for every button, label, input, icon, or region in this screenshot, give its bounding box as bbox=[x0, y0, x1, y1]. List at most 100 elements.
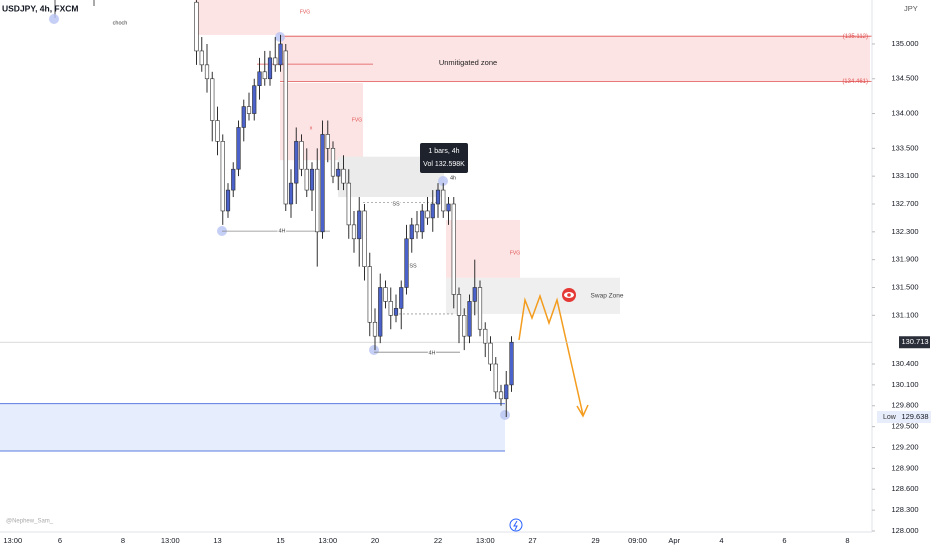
candle-body bbox=[504, 384, 509, 400]
y-tick-label: 134.500 bbox=[891, 74, 918, 83]
projection-path bbox=[518, 293, 584, 416]
y-tick-label: 128.300 bbox=[891, 505, 918, 514]
x-tick-label: 15 bbox=[276, 536, 284, 545]
symbol-title: USDJPY, 4h, FXCM bbox=[2, 3, 79, 13]
x-tick-label: Apr bbox=[668, 536, 680, 545]
x-tick-label: 22 bbox=[434, 536, 442, 545]
candle-body bbox=[215, 120, 220, 142]
candle-body bbox=[488, 342, 493, 365]
candle-body bbox=[320, 134, 325, 233]
candle-body bbox=[220, 141, 225, 212]
annotation: choch bbox=[113, 20, 128, 26]
y-tick-label: 131.100 bbox=[891, 310, 918, 319]
candle-body bbox=[393, 308, 399, 316]
candle-body bbox=[194, 1, 199, 52]
currency: JPY bbox=[904, 4, 918, 13]
candle-body bbox=[451, 203, 456, 295]
candle-body bbox=[409, 224, 414, 240]
candle-body bbox=[299, 141, 304, 170]
zone bbox=[446, 219, 520, 280]
y-tick-label: 133.100 bbox=[891, 171, 918, 180]
candle-body bbox=[414, 224, 420, 233]
current-price-box bbox=[899, 336, 930, 349]
zone-label: FVG bbox=[352, 117, 362, 123]
zone bbox=[280, 36, 870, 82]
eye-icon bbox=[562, 288, 576, 302]
candle-body bbox=[309, 168, 315, 191]
y-tick-label: 128.000 bbox=[891, 526, 918, 535]
candle-body bbox=[262, 71, 267, 80]
level-label: SS bbox=[392, 201, 400, 207]
candle-body bbox=[430, 203, 435, 219]
candle-body bbox=[388, 301, 393, 316]
candle-body bbox=[493, 363, 498, 393]
tooltip-box bbox=[420, 143, 468, 173]
projection-arrow bbox=[576, 404, 589, 418]
candle-body bbox=[341, 168, 346, 184]
candle-body bbox=[288, 182, 294, 205]
y-tick-label: 132.300 bbox=[891, 227, 918, 236]
zone-price-label: (134.461) bbox=[842, 79, 868, 85]
y-tick-label: 130.100 bbox=[891, 380, 918, 389]
candle-body bbox=[477, 287, 483, 330]
x-tick-label: 13:00 bbox=[318, 536, 337, 545]
candle-body bbox=[330, 148, 336, 177]
low-marker-name: Low bbox=[883, 414, 897, 421]
x-tick-label: 4 bbox=[719, 536, 723, 545]
candle-body bbox=[509, 341, 514, 386]
candle-body bbox=[246, 106, 252, 114]
candle-body bbox=[315, 168, 320, 233]
candle-body bbox=[483, 328, 488, 344]
candle-body bbox=[357, 210, 362, 240]
candle-body bbox=[441, 189, 446, 212]
x-tick-label: 13 bbox=[213, 536, 221, 545]
candle-body bbox=[446, 203, 451, 212]
low-marker-label: 129.638 bbox=[901, 412, 928, 421]
x-tick-label: 6 bbox=[58, 536, 62, 545]
candle-body bbox=[273, 57, 278, 66]
y-tick-label: 132.700 bbox=[891, 199, 918, 208]
y-tick-label: 129.200 bbox=[891, 442, 918, 451]
candle-body bbox=[204, 64, 210, 80]
x-tick-label: 13:00 bbox=[476, 536, 495, 545]
x-tick-label: 29 bbox=[591, 536, 599, 545]
candle-body bbox=[304, 168, 309, 191]
zone bbox=[0, 403, 505, 451]
candle-body bbox=[241, 106, 246, 128]
y-tick-label: 129.500 bbox=[891, 422, 918, 431]
swing-marker bbox=[49, 14, 59, 24]
y-tick-label: 129.800 bbox=[891, 401, 918, 410]
candle-body bbox=[425, 210, 430, 219]
candle-body bbox=[278, 43, 283, 66]
candle-body bbox=[199, 50, 204, 66]
y-tick-label: 131.500 bbox=[891, 282, 918, 291]
candle-body bbox=[472, 287, 477, 302]
candle-body bbox=[399, 287, 404, 309]
candle-body bbox=[383, 287, 388, 302]
y-tick-label: 135.000 bbox=[891, 39, 918, 48]
swing-marker bbox=[438, 176, 448, 186]
candle-body bbox=[225, 189, 231, 212]
zone-label: Swap Zone bbox=[591, 293, 624, 300]
zone bbox=[195, 0, 280, 35]
candle-body bbox=[362, 210, 367, 267]
candle-body bbox=[456, 294, 462, 316]
candle-body bbox=[420, 210, 425, 233]
low-marker-box bbox=[877, 411, 931, 424]
x-tick-label: 13:00 bbox=[3, 536, 22, 545]
replay-icon-ring[interactable] bbox=[509, 518, 523, 532]
replay-icon-bolt[interactable] bbox=[513, 520, 518, 531]
swing-marker bbox=[369, 345, 379, 355]
candle-body bbox=[325, 134, 330, 149]
zone-label: Unmitigated zone bbox=[439, 58, 497, 67]
candle-body bbox=[231, 168, 236, 191]
zone-label: FVG bbox=[300, 9, 310, 15]
replay-icon[interactable] bbox=[509, 518, 523, 532]
eye-icon-pupil bbox=[567, 293, 571, 297]
candle-body bbox=[435, 189, 441, 205]
candle-body bbox=[294, 141, 299, 184]
y-tick-label: 134.000 bbox=[891, 109, 918, 118]
x-tick-label: 27 bbox=[528, 536, 536, 545]
annotation: 4h bbox=[450, 175, 456, 181]
